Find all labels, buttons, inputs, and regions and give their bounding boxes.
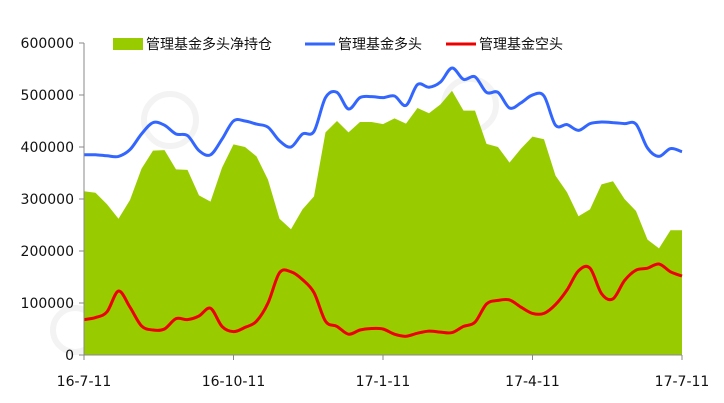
legend: 管理基金多头净持仓 管理基金多头 管理基金空头 (113, 36, 563, 53)
plot-area (83, 66, 683, 356)
y-tick-label: 200000 (21, 244, 74, 260)
legend-item-long: 管理基金多头 (305, 36, 422, 53)
y-tick-label: 500000 (21, 88, 74, 104)
x-tick-label: 16-7-11 (57, 374, 112, 390)
legend-item-short: 管理基金空头 (446, 36, 563, 53)
y-tick-label: 100000 (21, 296, 74, 312)
legend-swatch (113, 38, 143, 50)
y-tick-label: 400000 (21, 140, 74, 156)
series-line-short (83, 262, 683, 338)
legend-label: 管理基金多头净持仓 (146, 36, 272, 53)
x-tick-label: 17-4-11 (505, 374, 560, 390)
y-tick-label: 300000 (21, 192, 74, 208)
legend-label: 管理基金空头 (479, 36, 563, 53)
y-tick-label: 0 (65, 348, 74, 364)
axes: 600000 500000 400000 300000 200000 100000 0 16-… (21, 36, 710, 390)
series-line-long (83, 66, 683, 159)
x-tick-label: 16-10-11 (202, 374, 266, 390)
legend-label: 管理基金多头 (338, 36, 422, 53)
x-tick-label: 17-7-11 (655, 374, 710, 390)
x-tick-label: 17-1-11 (356, 374, 411, 390)
series-area-net-position (84, 90, 682, 356)
legend-item-net: 管理基金多头净持仓 (113, 36, 272, 53)
y-tick-label: 600000 (21, 36, 74, 52)
